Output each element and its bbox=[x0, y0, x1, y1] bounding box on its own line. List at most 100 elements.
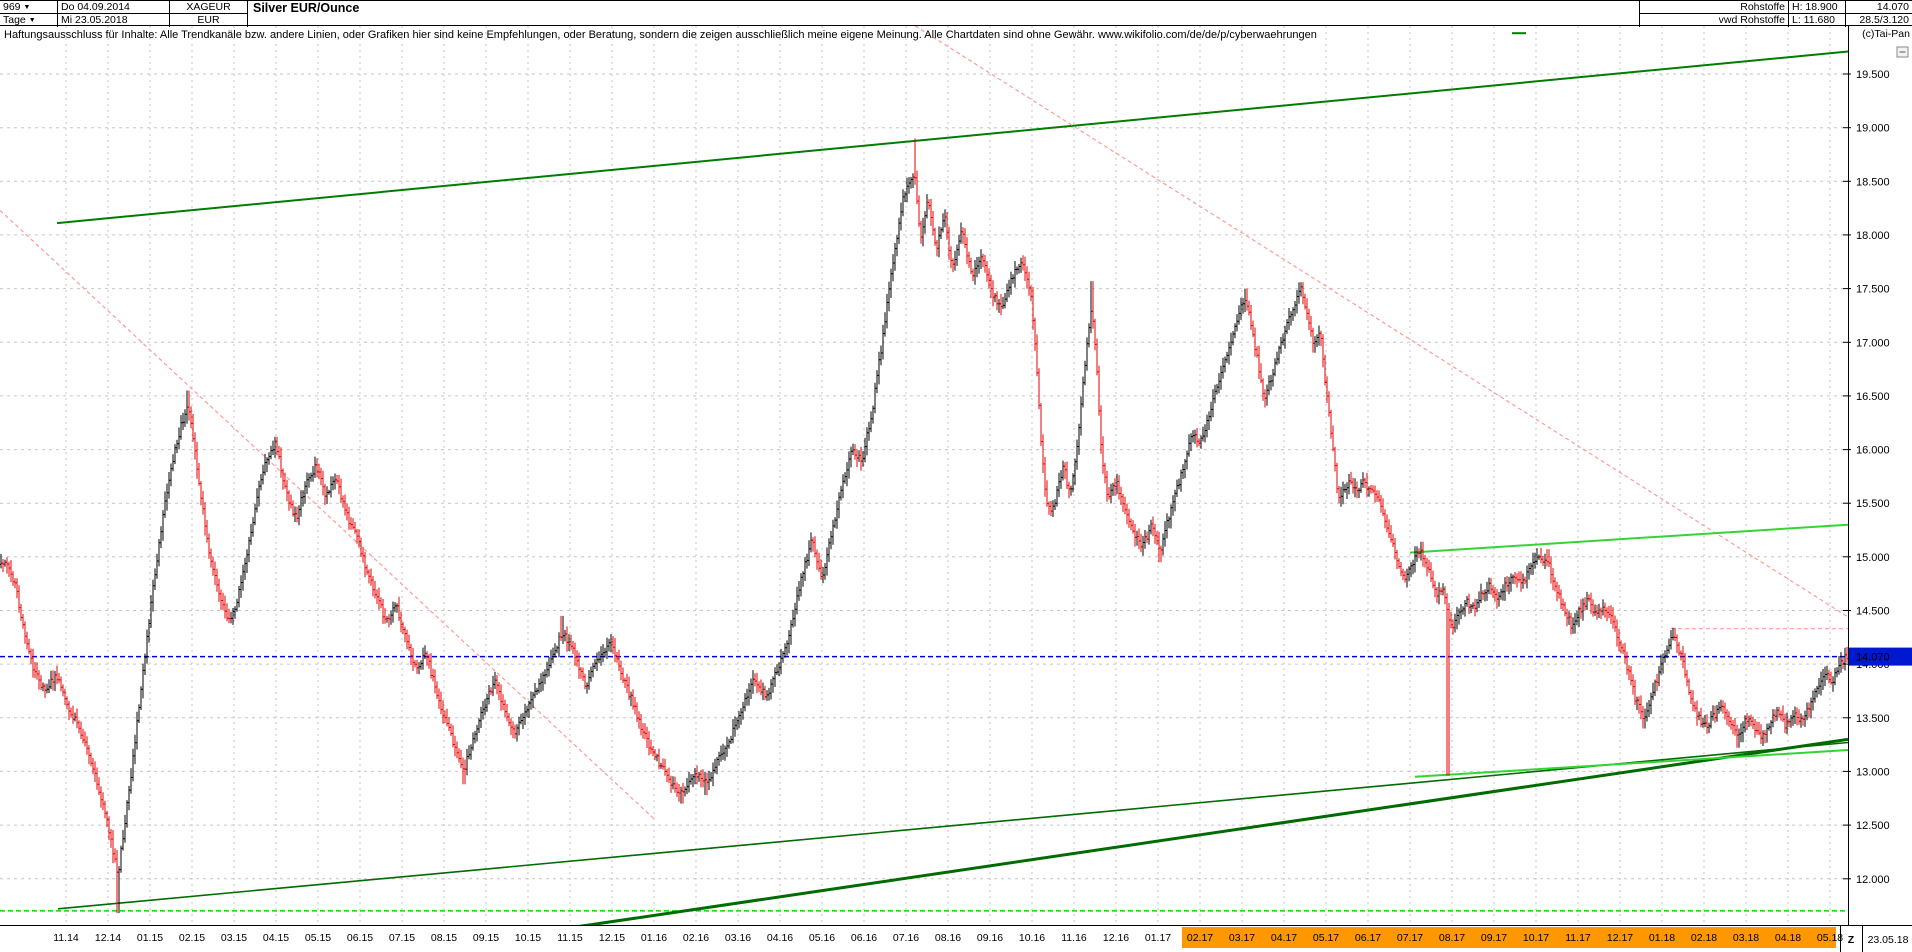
header-bar: 969 ▼ Do 04.09.2014 XAGEUR Tage ▼ Mi 23.05… bbox=[0, 0, 1912, 27]
trendline-pink-long[interactable] bbox=[914, 26, 1848, 618]
copyright-label: (c)Tai-Pan bbox=[1862, 28, 1910, 40]
disclaimer-text: Haftungsausschluss für Inhalte: Alle Tre… bbox=[4, 29, 1317, 41]
x-axis-label: 06.15 bbox=[347, 932, 373, 944]
price-axis-background bbox=[1849, 0, 1912, 952]
currency-field: EUR bbox=[170, 14, 248, 27]
y-axis-label: 16.000 bbox=[1856, 445, 1890, 457]
zoom-z-label[interactable]: Z bbox=[1848, 934, 1855, 946]
x-axis-label: 07.15 bbox=[389, 932, 415, 944]
x-axis-label: 02.15 bbox=[179, 932, 205, 944]
x-axis-label: 10.17 bbox=[1523, 932, 1549, 944]
x-axis-label: 08.17 bbox=[1439, 932, 1465, 944]
x-axis-label: 03.16 bbox=[725, 932, 751, 944]
resistance-lightgreen-lower[interactable] bbox=[1414, 749, 1848, 778]
low-value-label: L: 11.680 bbox=[1788, 14, 1845, 27]
y-axis-label: 17.500 bbox=[1856, 284, 1890, 296]
last-date-label: 23.05.18 bbox=[1868, 934, 1909, 946]
x-axis-label: 02.17 bbox=[1187, 932, 1213, 944]
price-bars bbox=[0, 138, 1848, 914]
x-axis-label: 03.15 bbox=[221, 932, 247, 944]
x-axis-label: 08.16 bbox=[935, 932, 961, 944]
time-axis[interactable]: 11.14 12.14 01.15 02.15 03.15 04.15 05.15 06.15… bbox=[0, 925, 1912, 952]
y-axis-label: 13.000 bbox=[1856, 766, 1890, 778]
x-axis-label: 07.16 bbox=[893, 932, 919, 944]
x-axis-label: 02.16 bbox=[683, 932, 709, 944]
x-axis-label: 08.15 bbox=[431, 932, 457, 944]
bars-count-dropdown[interactable]: 969 ▼ bbox=[0, 1, 58, 14]
resistance-lightgreen-upper[interactable] bbox=[1409, 523, 1848, 554]
x-axis-label: 03.17 bbox=[1229, 932, 1255, 944]
last-price-tag: 14.070 bbox=[1849, 647, 1912, 666]
high-value-label: H: 18.900 bbox=[1788, 1, 1845, 14]
y-axis-label: 18.000 bbox=[1856, 230, 1890, 242]
x-axis-label: 09.16 bbox=[977, 932, 1003, 944]
x-axis-label: 12.16 bbox=[1103, 932, 1129, 944]
y-axis-label: 15.000 bbox=[1856, 552, 1890, 564]
y-axis-label: 12.500 bbox=[1856, 820, 1890, 832]
x-axis-label: 02.18 bbox=[1691, 932, 1717, 944]
x-axis-label: 04.15 bbox=[263, 932, 289, 944]
y-axis-label: 15.500 bbox=[1856, 498, 1890, 510]
x-axis-label: 10.15 bbox=[515, 932, 541, 944]
y-axis-label: 17.000 bbox=[1856, 337, 1890, 349]
chevron-down-icon: ▼ bbox=[28, 17, 36, 24]
date-to-field[interactable]: Mi 23.05.2018 bbox=[58, 14, 170, 27]
x-axis-label: 11.17 bbox=[1565, 932, 1591, 944]
collapse-icon[interactable] bbox=[1896, 46, 1909, 58]
y-axis-label: 19.000 bbox=[1856, 123, 1890, 135]
x-axis-label: 09.15 bbox=[473, 932, 499, 944]
x-axis-label: 12.17 bbox=[1607, 932, 1633, 944]
category-label: Rohstoffe bbox=[1639, 1, 1788, 14]
price-axis[interactable]: 19.500 19.000 18.500 18.000 17.500 17.000 16.5… bbox=[1843, 0, 1912, 952]
x-axis-label: 01.15 bbox=[137, 932, 163, 944]
x-axis-label: 07.17 bbox=[1397, 932, 1423, 944]
trendline-green-major[interactable] bbox=[56, 50, 1848, 225]
trendlines[interactable] bbox=[0, 26, 1848, 931]
y-axis-label: 16.500 bbox=[1856, 391, 1890, 403]
x-axis-label: 04.16 bbox=[767, 932, 793, 944]
support-green-thin[interactable] bbox=[57, 741, 1848, 910]
x-axis-label: 05.16 bbox=[809, 932, 835, 944]
source-label: vwd Rohstoffe bbox=[1639, 14, 1788, 27]
trendline-pink-steep[interactable] bbox=[0, 209, 656, 821]
ohlc-bars-down bbox=[1, 138, 1848, 914]
x-axis-label: 09.17 bbox=[1481, 932, 1507, 944]
x-axis-label: 04.18 bbox=[1775, 932, 1801, 944]
support-green-thick[interactable] bbox=[553, 737, 1848, 930]
x-axis-label: 05.17 bbox=[1313, 932, 1339, 944]
last-price-tag-background bbox=[1849, 647, 1912, 666]
period-value: Tage bbox=[3, 14, 26, 26]
y-axis-label: 18.500 bbox=[1856, 176, 1890, 188]
last-price-tag-value: 14.070 bbox=[1856, 652, 1890, 664]
x-axis-label: 04.17 bbox=[1271, 932, 1297, 944]
period-dropdown[interactable]: Tage ▼ bbox=[0, 14, 58, 27]
x-axis-label: 03.18 bbox=[1733, 932, 1759, 944]
y-axis-label: 12.000 bbox=[1856, 874, 1890, 886]
y-axis-label: 14.500 bbox=[1856, 606, 1890, 618]
x-axis-label: 12.15 bbox=[599, 932, 625, 944]
x-axis-label: 01.16 bbox=[641, 932, 667, 944]
y-axis-label: 19.500 bbox=[1856, 69, 1890, 81]
x-axis-label: 01.17 bbox=[1145, 932, 1171, 944]
highlight-band bbox=[1182, 927, 1836, 948]
x-axis-label: 11.16 bbox=[1061, 932, 1087, 944]
bars-count-value: 969 bbox=[3, 1, 21, 13]
x-axis-label: 11.15 bbox=[557, 932, 583, 944]
symbol-field[interactable]: XAGEUR bbox=[170, 1, 248, 14]
x-axis-label: 10.16 bbox=[1019, 932, 1045, 944]
chevron-down-icon: ▼ bbox=[23, 4, 31, 11]
x-axis-label: 05.15 bbox=[305, 932, 331, 944]
range-info-label: 28.5/3.120 bbox=[1845, 14, 1912, 27]
chart-title: Silver EUR/Ounce bbox=[253, 1, 360, 15]
y-axis-label: 13.500 bbox=[1856, 713, 1890, 725]
date-from-field[interactable]: Do 04.09.2014 bbox=[58, 1, 170, 14]
gridlines bbox=[0, 26, 1843, 925]
x-axis-label: 11.14 bbox=[53, 932, 79, 944]
x-axis-label: 12.14 bbox=[95, 932, 121, 944]
x-axis-label: 06.17 bbox=[1355, 932, 1381, 944]
x-axis-label: 06.16 bbox=[851, 932, 877, 944]
x-axis-label: 01.18 bbox=[1649, 932, 1675, 944]
x-axis-label: 05.18 bbox=[1817, 932, 1843, 944]
